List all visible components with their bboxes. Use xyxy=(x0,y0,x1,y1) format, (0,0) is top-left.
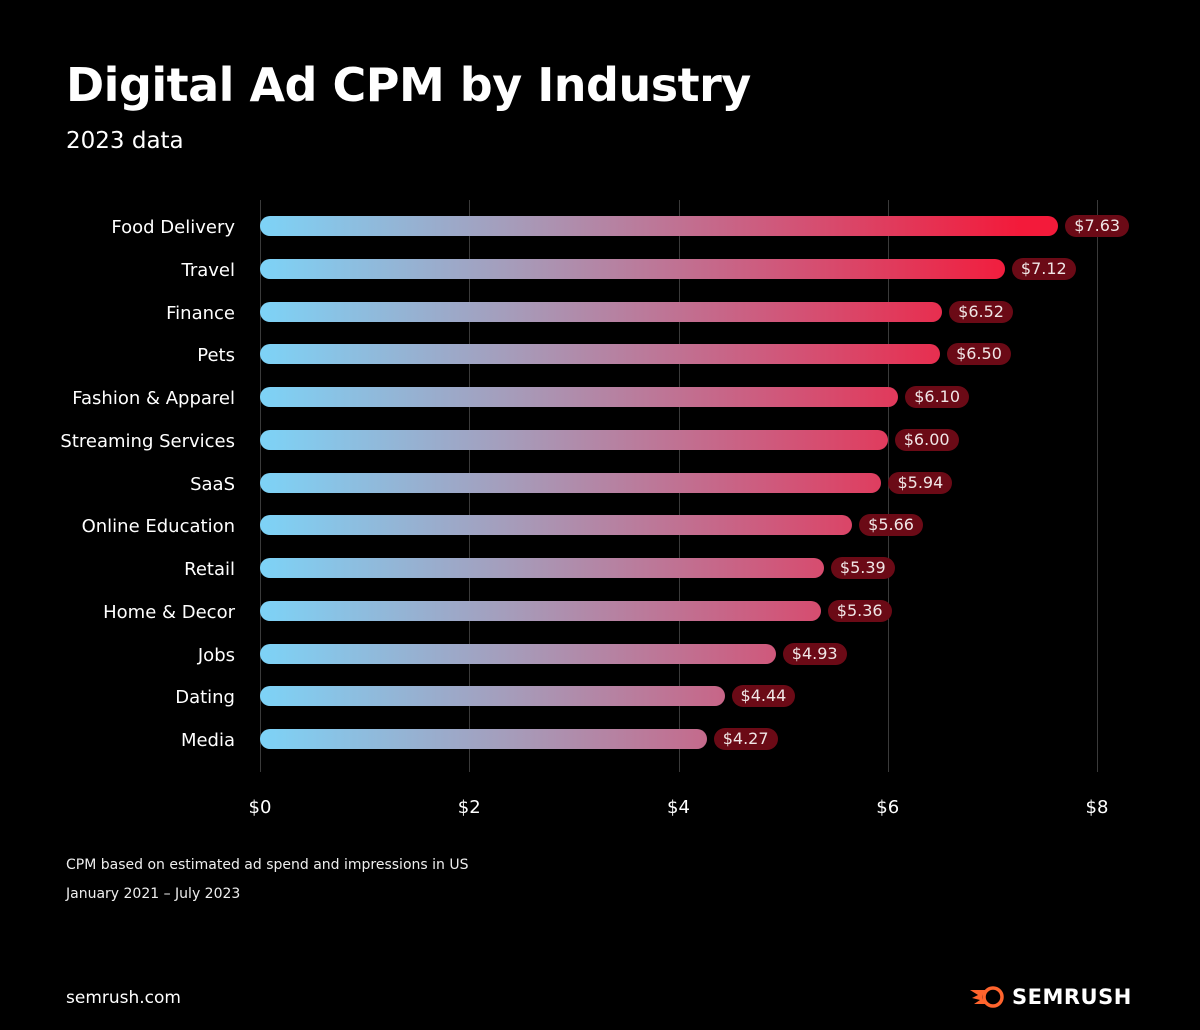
bar xyxy=(260,301,943,322)
bar xyxy=(260,729,707,749)
category-label: Home & Decor xyxy=(103,601,235,623)
bar xyxy=(260,515,853,536)
value-label: $7.12 xyxy=(1011,257,1076,280)
gridline xyxy=(1097,200,1098,772)
category-label: Fashion & Apparel xyxy=(72,388,235,409)
value-label: $5.39 xyxy=(830,557,895,579)
category-label: Media xyxy=(180,730,235,751)
chart-title: Digital Ad CPM by Industry xyxy=(66,58,751,112)
category-label: Travel xyxy=(181,259,235,281)
x-tick-label: $4 xyxy=(667,797,690,818)
value-label: $5.66 xyxy=(859,514,923,537)
fireball-icon xyxy=(970,986,1004,1008)
bar xyxy=(260,429,888,450)
value-label: $5.36 xyxy=(827,599,892,622)
value-label: $6.50 xyxy=(947,343,1011,366)
bar xyxy=(260,558,824,578)
footnote: CPM based on estimated ad spend and impr… xyxy=(66,857,469,873)
semrush-logo: SEMRUSH xyxy=(968,985,1132,1009)
gridline xyxy=(887,200,889,772)
value-label: $4.93 xyxy=(782,642,847,665)
category-label: Jobs xyxy=(197,644,235,666)
category-label: Retail xyxy=(184,559,235,580)
value-label: $6.10 xyxy=(905,386,970,408)
bar xyxy=(260,344,941,365)
value-label: $7.63 xyxy=(1065,215,1130,237)
x-tick-label: $8 xyxy=(1085,797,1109,818)
site-url: semrush.com xyxy=(66,988,181,1008)
value-label: $4.44 xyxy=(731,685,796,708)
value-label: $5.94 xyxy=(888,471,953,494)
value-label: $4.27 xyxy=(713,728,778,750)
bar xyxy=(260,472,882,493)
bar xyxy=(260,643,776,664)
x-tick-label: $0 xyxy=(248,797,272,818)
chart-subtitle: 2023 data xyxy=(66,128,184,154)
category-label: Finance xyxy=(166,302,235,324)
bar xyxy=(260,686,725,707)
bar xyxy=(260,600,821,621)
x-tick-label: $6 xyxy=(876,797,900,818)
x-tick-label: $2 xyxy=(457,797,481,818)
category-label: SaaS xyxy=(190,473,235,495)
value-label: $6.52 xyxy=(949,300,1013,323)
value-label: $6.00 xyxy=(894,428,959,451)
bar xyxy=(260,258,1005,279)
logo-text: SEMRUSH xyxy=(1012,985,1132,1009)
category-label: Streaming Services xyxy=(60,430,235,452)
category-label: Pets xyxy=(197,345,235,367)
footnote: January 2021 – July 2023 xyxy=(66,886,241,902)
category-label: Dating xyxy=(175,687,235,709)
category-label: Online Education xyxy=(81,516,235,538)
category-label: Food Delivery xyxy=(111,217,235,238)
bar xyxy=(260,387,899,407)
bar xyxy=(260,216,1059,236)
